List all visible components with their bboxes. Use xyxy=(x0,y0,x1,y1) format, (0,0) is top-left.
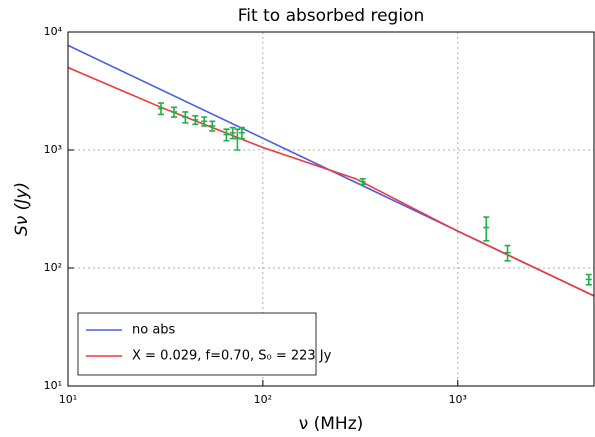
error-bar xyxy=(182,111,189,124)
error-bar xyxy=(585,273,592,286)
error-bar xyxy=(201,116,208,127)
error-bar xyxy=(234,128,241,151)
plot-frame xyxy=(67,31,595,387)
y-tick-label: 10² xyxy=(44,261,62,274)
legend: no abs X = 0.029, f=0.70, S₀ = 223 Jy xyxy=(77,312,332,376)
y-tick-label: 10⁴ xyxy=(44,25,63,38)
x-tick-label: 10³ xyxy=(449,393,467,406)
legend-box xyxy=(77,312,317,376)
error-bar xyxy=(229,126,236,140)
y-tick-label: 10¹ xyxy=(44,379,62,392)
error-bar xyxy=(359,178,366,186)
error-bar xyxy=(157,102,164,116)
error-bar xyxy=(483,216,490,242)
y-tick-label: 10³ xyxy=(44,143,62,156)
plot-area xyxy=(68,44,594,297)
error-bar xyxy=(171,106,178,118)
error-bar xyxy=(192,114,199,126)
legend-label: X = 0.029, f=0.70, S₀ = 223 Jy xyxy=(132,349,332,364)
chart-title: Fit to absorbed region xyxy=(238,6,424,26)
x-tick-label: 10² xyxy=(254,393,272,406)
legend-label: no abs xyxy=(132,323,176,338)
x-axis-label: ν (MHz) xyxy=(299,414,364,434)
y-axis-label: Sν (Jy) xyxy=(12,182,32,236)
fit-line xyxy=(68,66,594,297)
error-bar xyxy=(504,244,511,262)
x-tick-label: 10¹ xyxy=(59,393,77,406)
error-bar xyxy=(238,126,245,140)
error-bar xyxy=(209,120,216,132)
error-bar xyxy=(223,128,230,142)
